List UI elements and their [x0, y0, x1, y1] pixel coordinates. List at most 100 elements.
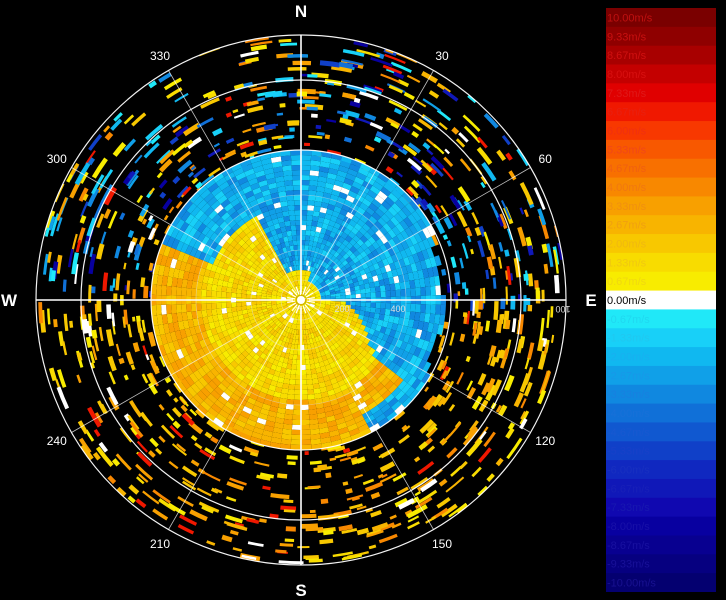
echo-cell	[221, 286, 228, 293]
echo-cell	[193, 195, 204, 207]
echo-cell	[410, 327, 418, 338]
echo-cell	[410, 196, 420, 206]
echo-cell	[186, 386, 197, 398]
echo-cell	[215, 266, 223, 274]
echo-cell	[282, 330, 287, 337]
echo-cell	[180, 378, 191, 390]
echo-cell	[297, 250, 301, 256]
echo-cell	[296, 359, 301, 365]
echo-cell	[304, 275, 310, 282]
echo-cell	[365, 292, 371, 298]
echo-cell	[289, 127, 295, 132]
echo-cell	[404, 343, 413, 353]
echo-cell	[377, 260, 385, 269]
echo-cell	[201, 355, 210, 365]
echo-cell	[339, 306, 346, 311]
echo-cell	[313, 236, 319, 243]
echo-cell	[345, 488, 353, 495]
echo-cell	[402, 425, 411, 433]
echo-cell	[175, 230, 185, 241]
echo-cell	[219, 370, 229, 380]
echo-cell	[131, 112, 147, 127]
echo-cell	[461, 282, 467, 289]
echo-cell	[270, 436, 282, 444]
echo-cell	[375, 291, 381, 298]
echo-cell	[272, 348, 279, 355]
echo-cell	[229, 321, 237, 329]
echo-cell	[335, 417, 346, 425]
legend-label: -8.67m/s	[607, 540, 650, 552]
echo-cell	[217, 208, 228, 218]
echo-cell	[320, 227, 327, 235]
echo-cell	[325, 384, 334, 392]
echo-cell	[188, 227, 198, 238]
echo-cell	[350, 305, 356, 310]
echo-cell	[373, 313, 380, 320]
echo-cell	[546, 243, 554, 268]
echo-cell	[282, 165, 292, 172]
echo-cell	[343, 364, 351, 373]
echo-cell	[211, 302, 217, 310]
echo-cell	[366, 363, 376, 372]
echo-cell	[245, 219, 254, 228]
echo-cell	[218, 409, 230, 419]
echo-cell	[197, 367, 207, 377]
echo-cell	[276, 273, 282, 279]
echo-cell	[283, 215, 290, 222]
echo-cell	[237, 346, 246, 354]
echo-cell	[291, 312, 296, 319]
echo-cell	[232, 423, 245, 433]
echo-cell	[280, 367, 287, 374]
legend-swatch	[606, 234, 716, 254]
echo-cell	[353, 223, 363, 232]
echo-cell	[205, 329, 213, 338]
echo-cell	[350, 294, 356, 299]
east-label: E	[585, 291, 596, 310]
echo-cell	[216, 308, 223, 315]
echo-cell	[259, 269, 266, 275]
echo-cell	[168, 460, 179, 470]
echo-cell	[332, 348, 340, 356]
echo-cell	[186, 335, 195, 345]
echo-cell	[274, 386, 283, 393]
echo-cell	[326, 368, 334, 376]
echo-cell	[208, 270, 216, 279]
echo-cell	[319, 538, 334, 545]
echo-cell	[328, 319, 335, 325]
echo-cell	[201, 364, 211, 374]
echo-cell	[242, 281, 249, 287]
echo-cell	[289, 328, 293, 334]
echo-cell	[360, 293, 366, 298]
echo-cell	[274, 320, 281, 326]
echo-cell	[485, 320, 491, 332]
legend-swatch	[606, 196, 716, 216]
echo-cell	[287, 343, 292, 349]
echo-cell	[263, 123, 276, 131]
echo-cell	[442, 234, 449, 241]
echo-cell	[171, 313, 178, 323]
echo-cell	[267, 319, 274, 325]
echo-cell	[258, 139, 268, 146]
echo-cell	[271, 161, 283, 168]
echo-cell	[176, 443, 187, 453]
echo-cell	[356, 446, 367, 452]
echo-cell	[185, 245, 194, 256]
echo-cell	[410, 163, 423, 176]
echo-cell	[249, 436, 262, 445]
echo-cell	[501, 134, 511, 146]
echo-cell	[372, 318, 379, 325]
echo-cell	[310, 438, 322, 445]
echo-cell	[252, 340, 260, 347]
echo-cell	[345, 357, 353, 365]
echo-cell	[301, 280, 305, 286]
echo-cell	[172, 268, 180, 279]
echo-cell	[311, 278, 318, 285]
echo-cell	[414, 312, 421, 321]
echo-cell	[426, 341, 435, 353]
echo-cell	[323, 405, 333, 413]
echo-cell	[304, 451, 309, 456]
echo-cell	[276, 291, 283, 297]
echo-cell	[151, 305, 157, 316]
echo-cell	[395, 223, 405, 233]
